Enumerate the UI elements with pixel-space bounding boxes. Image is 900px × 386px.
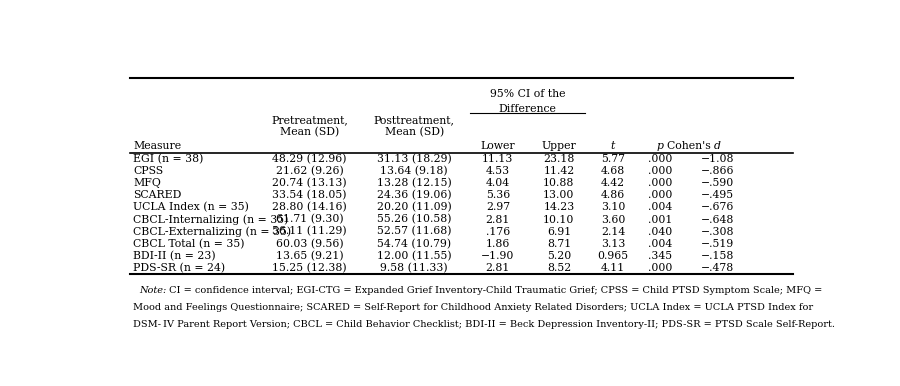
Text: MFQ: MFQ — [133, 178, 161, 188]
Text: Note:: Note: — [139, 286, 166, 295]
Text: CI = confidence interval; EGI-CTG = Expanded Grief Inventory-Child Traumatic Gri: CI = confidence interval; EGI-CTG = Expa… — [166, 286, 822, 295]
Text: .000: .000 — [648, 263, 672, 273]
Text: −.158: −.158 — [701, 251, 734, 261]
Text: 21.62 (9.26): 21.62 (9.26) — [275, 166, 344, 176]
Text: 4.42: 4.42 — [601, 178, 625, 188]
Text: 5.77: 5.77 — [601, 154, 625, 164]
Text: −.866: −.866 — [701, 166, 734, 176]
Text: d: d — [714, 141, 721, 151]
Text: CBCL Total (n = 35): CBCL Total (n = 35) — [133, 239, 245, 249]
Text: Difference: Difference — [499, 104, 556, 114]
Text: 13.28 (12.15): 13.28 (12.15) — [377, 178, 452, 189]
Text: 55.26 (10.58): 55.26 (10.58) — [377, 214, 452, 225]
Text: 3.60: 3.60 — [601, 215, 626, 225]
Text: 5.36: 5.36 — [486, 190, 510, 200]
Text: Upper: Upper — [542, 141, 576, 151]
Text: CBCL-Internalizing (n = 35): CBCL-Internalizing (n = 35) — [133, 214, 289, 225]
Text: .000: .000 — [648, 178, 672, 188]
Text: .001: .001 — [648, 215, 672, 225]
Text: 2.97: 2.97 — [486, 203, 510, 212]
Text: Mean (SD): Mean (SD) — [280, 127, 339, 138]
Text: 6.91: 6.91 — [547, 227, 571, 237]
Text: PDS-SR (n = 24): PDS-SR (n = 24) — [133, 262, 226, 273]
Text: −.676: −.676 — [701, 203, 734, 212]
Text: −.495: −.495 — [701, 190, 734, 200]
Text: Mood and Feelings Questionnaire; SCARED = Self-Report for Childhood Anxiety Rela: Mood and Feelings Questionnaire; SCARED … — [133, 303, 814, 312]
Text: 8.52: 8.52 — [547, 263, 571, 273]
Text: 61.71 (9.30): 61.71 (9.30) — [275, 214, 344, 225]
Text: 4.11: 4.11 — [601, 263, 626, 273]
Text: 2.81: 2.81 — [486, 215, 510, 225]
Text: 4.53: 4.53 — [486, 166, 510, 176]
Text: 9.58 (11.33): 9.58 (11.33) — [381, 262, 448, 273]
Text: −1.08: −1.08 — [701, 154, 734, 164]
Text: DSM- IV Parent Report Version; CBCL = Child Behavior Checklist; BDI-II = Beck De: DSM- IV Parent Report Version; CBCL = Ch… — [133, 320, 835, 329]
Text: 13.65 (9.21): 13.65 (9.21) — [275, 251, 344, 261]
Text: 24.36 (19.06): 24.36 (19.06) — [377, 190, 452, 201]
Text: 0.965: 0.965 — [598, 251, 628, 261]
Text: CBCL-Externalizing (n = 35): CBCL-Externalizing (n = 35) — [133, 226, 292, 237]
Text: p: p — [656, 141, 663, 151]
Text: BDI-II (n = 23): BDI-II (n = 23) — [133, 251, 216, 261]
Text: .176: .176 — [486, 227, 510, 237]
Text: −.478: −.478 — [701, 263, 734, 273]
Text: 1.86: 1.86 — [486, 239, 510, 249]
Text: 52.57 (11.68): 52.57 (11.68) — [377, 227, 452, 237]
Text: .345: .345 — [648, 251, 672, 261]
Text: .004: .004 — [648, 203, 672, 212]
Text: 20.74 (13.13): 20.74 (13.13) — [272, 178, 346, 189]
Text: −.590: −.590 — [701, 178, 734, 188]
Text: 95% CI of the: 95% CI of the — [490, 89, 565, 99]
Text: Posttreatment,: Posttreatment, — [374, 116, 454, 125]
Text: 13.00: 13.00 — [544, 190, 574, 200]
Text: Pretreatment,: Pretreatment, — [271, 116, 348, 125]
Text: 3.10: 3.10 — [601, 203, 626, 212]
Text: 60.03 (9.56): 60.03 (9.56) — [275, 239, 344, 249]
Text: 14.23: 14.23 — [544, 203, 574, 212]
Text: 2.81: 2.81 — [486, 263, 510, 273]
Text: .000: .000 — [648, 190, 672, 200]
Text: 10.88: 10.88 — [544, 178, 574, 188]
Text: 56.11 (11.29): 56.11 (11.29) — [272, 227, 346, 237]
Text: 20.20 (11.09): 20.20 (11.09) — [377, 202, 452, 213]
Text: Measure: Measure — [133, 141, 182, 151]
Text: 4.86: 4.86 — [601, 190, 626, 200]
Text: 31.13 (18.29): 31.13 (18.29) — [377, 154, 452, 164]
Text: SCARED: SCARED — [133, 190, 182, 200]
Text: −.648: −.648 — [701, 215, 734, 225]
Text: 28.80 (14.16): 28.80 (14.16) — [272, 202, 346, 213]
Text: 8.71: 8.71 — [547, 239, 571, 249]
Text: 3.13: 3.13 — [601, 239, 626, 249]
Text: Lower: Lower — [481, 141, 515, 151]
Text: 12.00 (11.55): 12.00 (11.55) — [377, 251, 452, 261]
Text: UCLA Index (n = 35): UCLA Index (n = 35) — [133, 202, 249, 213]
Text: 54.74 (10.79): 54.74 (10.79) — [377, 239, 451, 249]
Text: −.519: −.519 — [701, 239, 734, 249]
Text: −1.90: −1.90 — [482, 251, 515, 261]
Text: t: t — [611, 141, 615, 151]
Text: 23.18: 23.18 — [544, 154, 574, 164]
Text: 5.20: 5.20 — [547, 251, 571, 261]
Text: 4.04: 4.04 — [486, 178, 510, 188]
Text: 48.29 (12.96): 48.29 (12.96) — [273, 154, 346, 164]
Text: CPSS: CPSS — [133, 166, 164, 176]
Text: −.308: −.308 — [701, 227, 734, 237]
Text: 33.54 (18.05): 33.54 (18.05) — [273, 190, 346, 201]
Text: 15.25 (12.38): 15.25 (12.38) — [272, 262, 346, 273]
Text: EGI (n = 38): EGI (n = 38) — [133, 154, 203, 164]
Text: .000: .000 — [648, 166, 672, 176]
Text: Cohen's: Cohen's — [667, 141, 714, 151]
Text: 4.68: 4.68 — [601, 166, 626, 176]
Text: 13.64 (9.18): 13.64 (9.18) — [381, 166, 448, 176]
Text: Mean (SD): Mean (SD) — [384, 127, 444, 138]
Text: 2.14: 2.14 — [601, 227, 626, 237]
Text: 11.13: 11.13 — [482, 154, 514, 164]
Text: .000: .000 — [648, 154, 672, 164]
Text: .040: .040 — [648, 227, 672, 237]
Text: 10.10: 10.10 — [544, 215, 574, 225]
Text: .004: .004 — [648, 239, 672, 249]
Text: 11.42: 11.42 — [544, 166, 574, 176]
